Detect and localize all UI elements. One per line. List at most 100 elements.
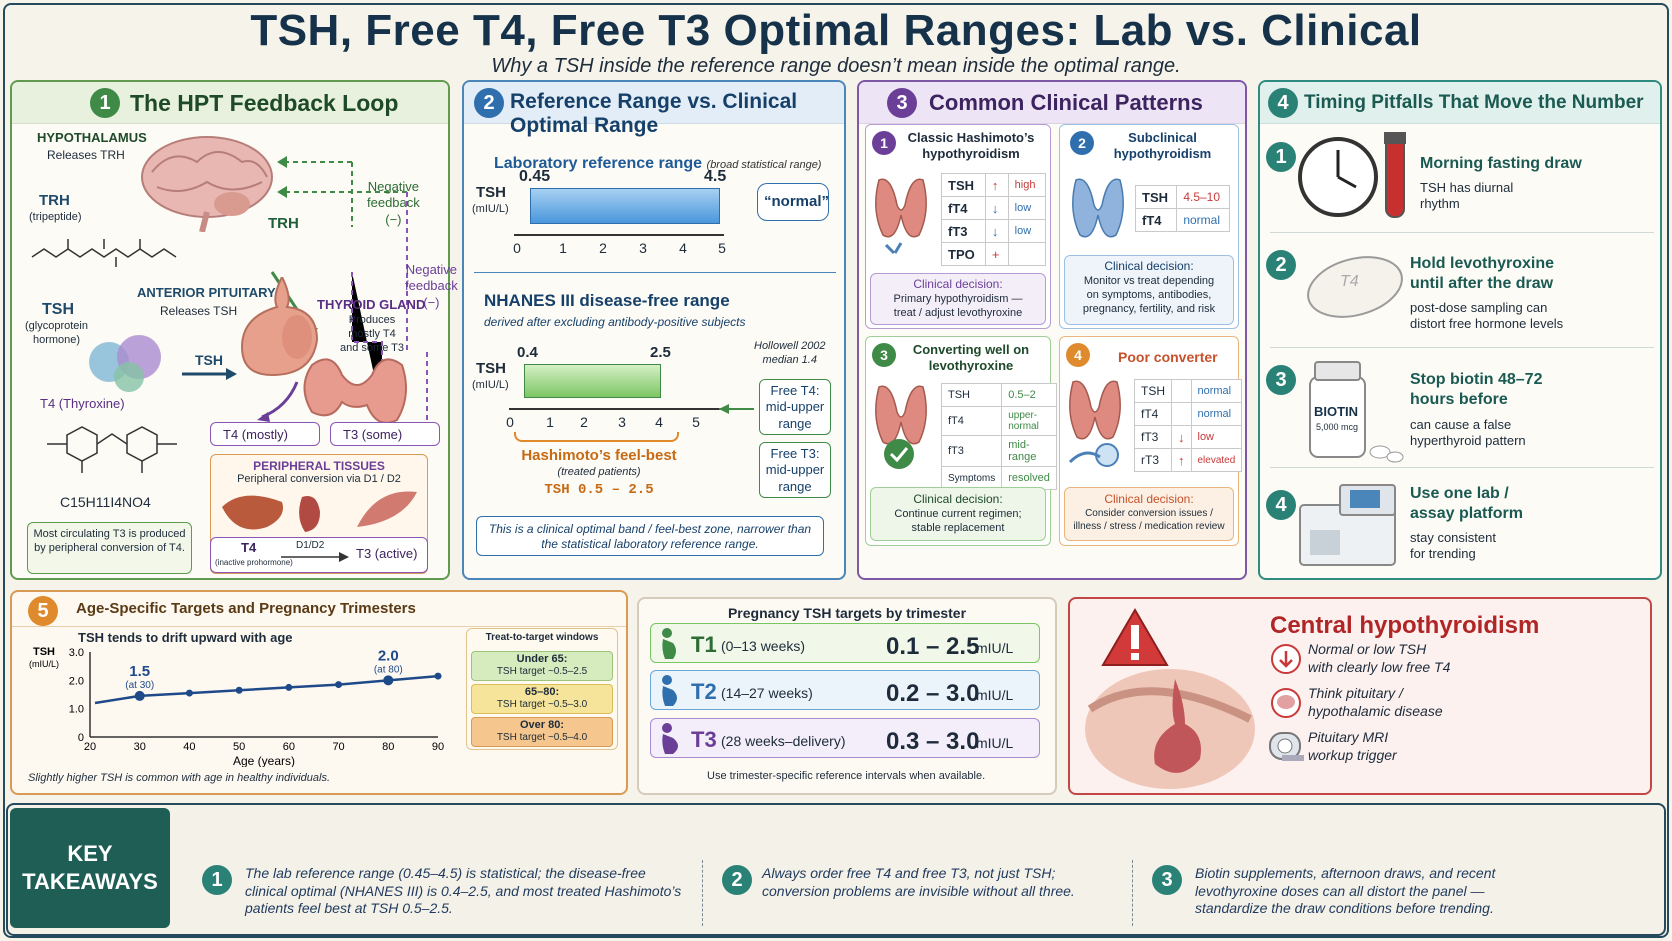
arrow (1171, 402, 1192, 426)
trh-arrow-label: TRH (268, 215, 299, 232)
lab-unit-label: (mIU/L) (472, 203, 509, 215)
releases-trh-label: Releases TRH (47, 148, 125, 162)
panel-timing-pitfalls: 4 Timing Pitfalls That Move the Number 1… (1258, 80, 1662, 580)
page-frame (3, 3, 1669, 938)
lab-name: TSH (1134, 185, 1178, 209)
trimester-row-3: T3 (28 weeks–delivery) 0.3 – 3.0 mIU/L (650, 718, 1040, 758)
ft4-box: Free T4: mid-upper range (759, 379, 831, 435)
lab-high-label: 4.5 (704, 168, 727, 185)
lab-name: TSH (1134, 379, 1172, 403)
x-tick-label: 70 (332, 741, 344, 753)
nh-tick: 3 (618, 414, 626, 430)
pattern-4-table: TSH normal fT4 normal fT3 ↓ low rT3 ↑ elevated (1134, 379, 1243, 472)
x-tick-label: 60 (283, 741, 295, 753)
thyroid-note: Produces mostly T4 and some T3 (340, 314, 405, 354)
x-axis-label: Age (years) (233, 754, 295, 767)
thyroid-check-icon (875, 385, 927, 469)
thyroid-icon (875, 178, 927, 255)
pill-label: T4 (1340, 273, 1359, 290)
tissue-illustrations (222, 491, 417, 532)
status: normal (1190, 402, 1243, 426)
t4-mostly-box: T4 (mostly) (210, 422, 320, 446)
negative-feedback-2: Negative feedback (−) (405, 262, 458, 310)
status: high (1007, 173, 1047, 197)
panel-4-badge: 4 (1268, 88, 1298, 118)
pattern-4-decision: Clinical decision: Consider conversion i… (1064, 487, 1234, 541)
nh-tick: 4 (655, 414, 663, 430)
releases-tsh-label: Releases TSH (160, 304, 238, 318)
arrow: ↑ (1171, 448, 1192, 472)
status: low (1190, 425, 1243, 449)
negative-feedback-1: Negative feedback (−) (367, 179, 420, 227)
trimester-row-2: T2 (14–27 weeks) 0.2 – 3.0 mIU/L (650, 670, 1040, 710)
normal-callout: “normal” (757, 183, 829, 221)
t3-some-box: T3 (some) (330, 422, 440, 446)
key-takeaways-label-box: KEY TAKEAWAYS (10, 808, 170, 928)
status: low (1007, 219, 1047, 243)
age-tsh-chart: 20 30 40 50 60 70 80 90 0 1.0 2.0 3.0 TSH(mIU/L) Age … (29, 646, 444, 767)
pattern-card-2: 2 Subclinical hypothyroidism TSH 4.5–10 f… (1059, 124, 1239, 329)
lab-name: TPO (941, 242, 986, 266)
nh-unit-label: (mIU/L) (472, 379, 509, 391)
arrow (1171, 379, 1192, 403)
lab-name: TSH (941, 173, 986, 197)
data-point (134, 690, 145, 701)
clinical-band-note: This is a clinical optimal band / feel-b… (476, 516, 824, 556)
nh-tick: 2 (580, 414, 588, 430)
y-axis-label: TSH (33, 646, 55, 658)
ft3-box: Free T3: mid-upper range (759, 442, 831, 498)
callout-value: 1.5 (129, 663, 150, 680)
value: normal (1176, 208, 1230, 232)
panel-5-title: Age-Specific Targets and Pregnancy Trime… (76, 600, 416, 617)
status (1007, 242, 1047, 266)
arrow: ↓ (984, 219, 1009, 243)
lab-tsh-label: TSH (476, 184, 506, 201)
data-point (383, 675, 394, 686)
lab-name: rT3 (1134, 448, 1172, 472)
nhanes-bar (524, 364, 661, 398)
series-line (94, 674, 439, 705)
conversion-box: T4 (inactive prohormone) D1/D2 T3 (activ… (210, 537, 428, 573)
data-point (285, 683, 293, 691)
x-tick-label: 50 (233, 741, 245, 753)
pattern-1-table: TSH ↑ high fT4 ↓ low fT3 ↓ low TPO + (941, 173, 1047, 266)
nhanes-title: NHANES III disease-free range (484, 291, 730, 310)
lab-name: TSH (940, 383, 1003, 407)
value: 0.5–2 (1001, 383, 1057, 407)
tsh-sub-label: (glycoprotein hormone) (25, 320, 88, 346)
lab-low-label: 0.45 (519, 168, 551, 185)
status: elevated (1190, 448, 1243, 472)
nh-tick: 0 (506, 414, 514, 430)
arrow: ↓ (984, 196, 1009, 220)
lab-range-bar (530, 188, 720, 224)
pregnant-icon (662, 628, 676, 659)
pregnancy-title: Pregnancy TSH targets by trimester (727, 605, 967, 621)
x-tick-label: 30 (134, 741, 146, 753)
biotin-dose: 5,000 mcg (1316, 422, 1359, 432)
status: low (1007, 196, 1047, 220)
lab-tick: 2 (599, 240, 607, 256)
trimester-row-1: T1 (0–13 weeks) 0.1 – 2.5 mIU/L (650, 623, 1040, 663)
x-tick-label: 90 (432, 741, 444, 753)
panel-1-badge: 1 (90, 88, 120, 118)
brain-icon (1271, 688, 1301, 718)
pitfall-divider (1270, 467, 1654, 468)
takeaway-divider (702, 860, 703, 926)
arrow: ↑ (984, 173, 1009, 197)
x-tick-label: 40 (183, 741, 195, 753)
value: 4.5–10 (1176, 185, 1230, 209)
hypothalamus-label: HYPOTHALAMUS (37, 130, 147, 145)
nh-tick: 1 (546, 414, 554, 430)
value: mid-range (1001, 435, 1057, 467)
panel-3-title: Common Clinical Patterns (929, 90, 1203, 115)
window-over-80: Over 80: TSH target ~0.5–4.0 (471, 717, 613, 747)
lab-tick: 4 (679, 240, 687, 256)
mri-scanner-icon (1269, 732, 1304, 761)
tsh-label: TSH (42, 301, 74, 318)
page-title: TSH, Free T4, Free T3 Optimal Ranges: La… (250, 6, 1422, 55)
t4-formula: C15H11I4NO4 (60, 494, 151, 510)
biotin-label: BIOTIN (1314, 404, 1359, 419)
callout-note: (at 80) (374, 664, 403, 675)
lab-name: fT3 (941, 219, 986, 243)
pattern-2-decision: Clinical decision: Monitor vs treat depe… (1064, 255, 1234, 325)
